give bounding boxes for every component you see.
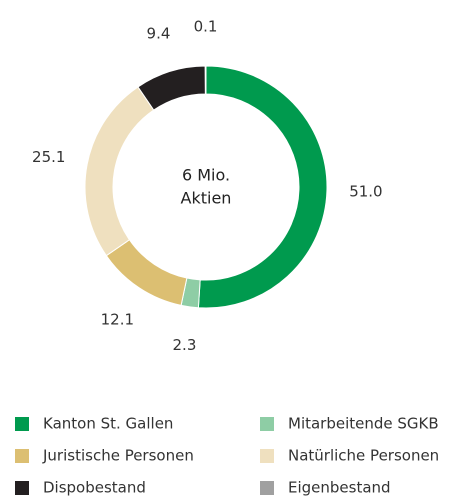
center-label: Aktien <box>181 189 232 208</box>
legend-swatch <box>260 449 274 463</box>
data-label: 9.4 <box>147 25 171 43</box>
legend-swatch <box>15 417 29 431</box>
legend-label: Mitarbeitende SGKB <box>288 415 439 433</box>
legend-swatch <box>15 481 29 495</box>
legend-swatch <box>260 481 274 495</box>
data-label: 2.3 <box>173 336 197 354</box>
data-label: 51.0 <box>349 183 382 201</box>
donut-slice <box>105 239 188 307</box>
data-label: 25.1 <box>32 148 65 166</box>
legend-label: Eigenbestand <box>288 479 391 497</box>
center-label: 6 Mio. <box>182 166 230 185</box>
donut-slice <box>197 65 328 309</box>
donut-slice <box>204 65 207 95</box>
legend-swatch <box>260 417 274 431</box>
legend-label: Kanton St. Gallen <box>43 415 173 433</box>
legend-label: Natürliche Personen <box>288 447 439 465</box>
legend-label: Juristische Personen <box>42 447 194 465</box>
data-label: 0.1 <box>194 18 218 36</box>
data-label: 12.1 <box>101 311 134 329</box>
legend-swatch <box>15 449 29 463</box>
legend-label: Dispobestand <box>43 479 146 497</box>
donut-slice <box>84 86 155 257</box>
